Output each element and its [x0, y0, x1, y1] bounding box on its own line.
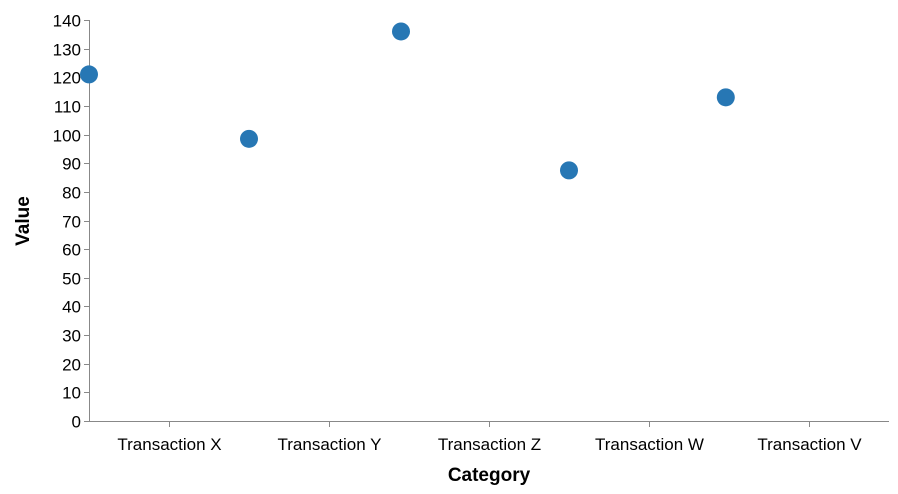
- x-tick-label: Transaction Y: [278, 435, 382, 454]
- y-tick-label: 140: [53, 12, 81, 31]
- y-axis: 0 10 20 30 40 50 60 70 80 90 100 110 120 130 140: [53, 12, 90, 432]
- y-tick-label: 70: [62, 213, 81, 232]
- x-axis-title: Category: [448, 465, 531, 486]
- data-points: [80, 22, 735, 180]
- y-tick-label: 110: [54, 98, 81, 117]
- data-point[interactable]: [80, 65, 98, 84]
- x-tick-label: Transaction V: [757, 435, 862, 454]
- y-tick-label: 10: [62, 384, 81, 403]
- data-point[interactable]: [560, 161, 578, 180]
- data-point[interactable]: [240, 129, 258, 148]
- data-point[interactable]: [716, 88, 735, 107]
- y-tick-label: 60: [62, 241, 81, 260]
- x-tick-label: Transaction W: [595, 435, 704, 454]
- y-tick-label: 130: [53, 41, 81, 60]
- y-tick-label: 80: [62, 184, 81, 203]
- y-tick-label: 90: [62, 155, 81, 174]
- y-tick-label: 100: [53, 127, 81, 146]
- y-axis-title: Value: [13, 196, 34, 246]
- data-point[interactable]: [392, 22, 410, 41]
- x-tick-label: Transaction X: [117, 435, 221, 454]
- y-tick-label: 120: [53, 69, 81, 88]
- x-tick-label: Transaction Z: [438, 435, 541, 454]
- y-tick-label: 50: [62, 270, 81, 289]
- y-tick-label: 0: [72, 413, 81, 432]
- y-tick-label: 40: [62, 298, 81, 317]
- x-axis: Transaction X Transaction Y Transaction Z T…: [89, 421, 889, 454]
- y-tick-label: 30: [62, 327, 81, 346]
- y-tick-label: 20: [62, 356, 81, 375]
